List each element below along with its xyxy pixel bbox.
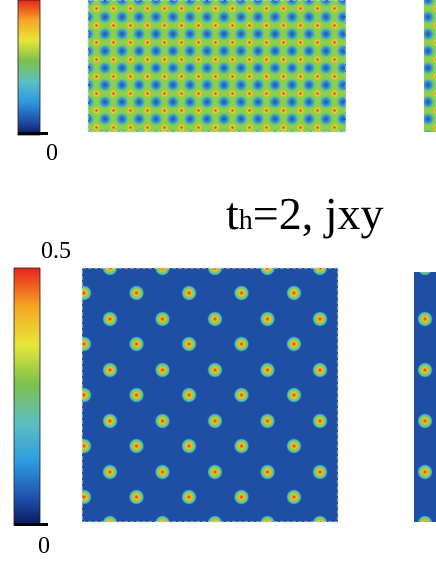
- colorbar-end: [18, 132, 48, 135]
- heatmap: [87, 0, 347, 133]
- colorbar-min-label: 0: [46, 140, 58, 166]
- colorbar-max-label: 0.5: [41, 238, 71, 264]
- heatmap-partial: [414, 272, 436, 522]
- heatmap: [81, 267, 339, 523]
- colorbar-end: [14, 523, 48, 526]
- title-subscript: h: [239, 205, 253, 236]
- heatmap-partial: [424, 0, 436, 132]
- colorbar-min-label: 0: [38, 533, 50, 559]
- title-rest: =2, jxy: [253, 188, 384, 239]
- colorbar: [17, 0, 41, 136]
- panel-title: th=2, jxy: [226, 188, 384, 239]
- title-main: t: [226, 188, 239, 239]
- colorbar: [13, 267, 41, 526]
